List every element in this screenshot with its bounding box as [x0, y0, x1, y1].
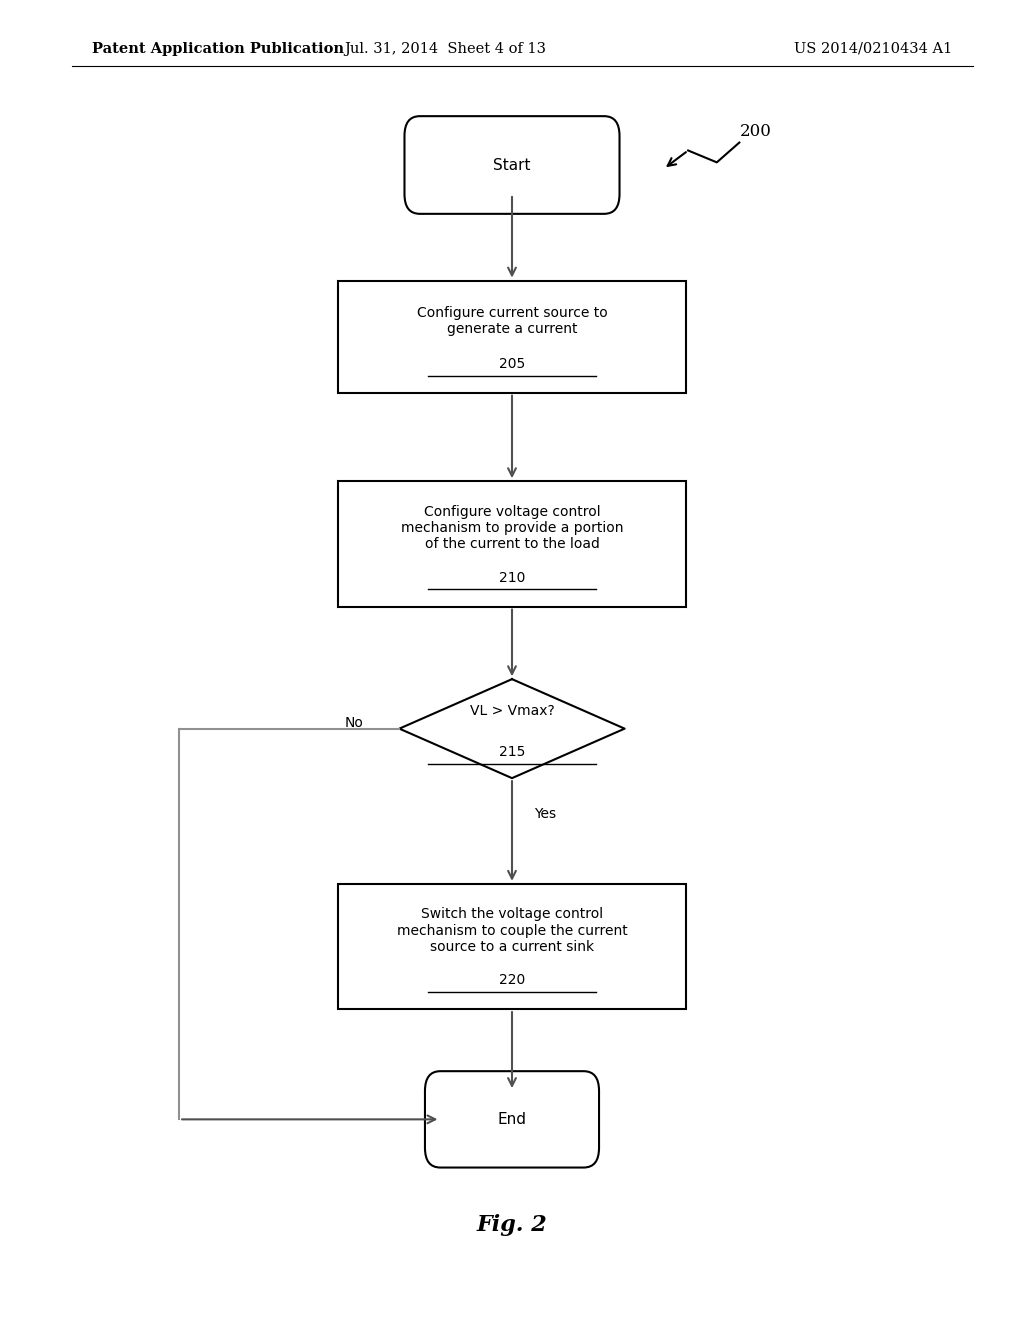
- Text: US 2014/0210434 A1: US 2014/0210434 A1: [794, 42, 952, 55]
- Polygon shape: [399, 678, 625, 777]
- Text: Yes: Yes: [535, 807, 557, 821]
- Text: 205: 205: [499, 356, 525, 371]
- Text: Switch the voltage control
mechanism to couple the current
source to a current s: Switch the voltage control mechanism to …: [396, 907, 628, 954]
- Text: Jul. 31, 2014  Sheet 4 of 13: Jul. 31, 2014 Sheet 4 of 13: [344, 42, 547, 55]
- Text: 210: 210: [499, 570, 525, 585]
- Text: No: No: [345, 717, 364, 730]
- Text: End: End: [498, 1111, 526, 1127]
- FancyBboxPatch shape: [338, 884, 686, 1010]
- Text: Configure voltage control
mechanism to provide a portion
of the current to the l: Configure voltage control mechanism to p…: [400, 504, 624, 552]
- Text: 215: 215: [499, 746, 525, 759]
- Text: Configure current source to
generate a current: Configure current source to generate a c…: [417, 306, 607, 335]
- FancyBboxPatch shape: [404, 116, 620, 214]
- FancyBboxPatch shape: [338, 281, 686, 393]
- Text: Patent Application Publication: Patent Application Publication: [92, 42, 344, 55]
- Text: VL > Vmax?: VL > Vmax?: [470, 705, 554, 718]
- Text: 220: 220: [499, 973, 525, 987]
- Text: 200: 200: [739, 124, 772, 140]
- FancyBboxPatch shape: [338, 482, 686, 607]
- Text: Fig. 2: Fig. 2: [476, 1214, 548, 1236]
- FancyBboxPatch shape: [425, 1072, 599, 1167]
- Text: Start: Start: [494, 157, 530, 173]
